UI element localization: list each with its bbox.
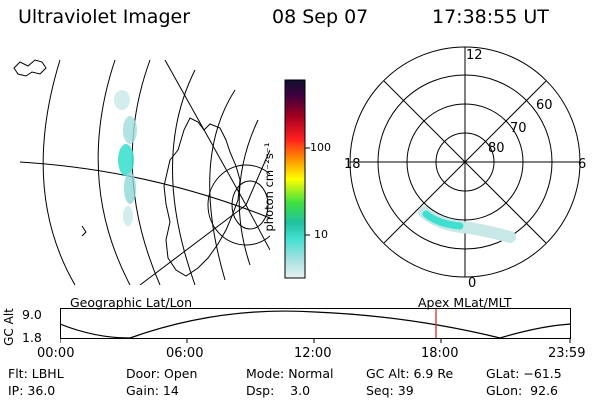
polar-lat-60: 60 — [536, 98, 553, 113]
strip-ytick-min: 1.8 — [22, 330, 42, 345]
polar-hour-6: 6 — [578, 157, 587, 172]
strip-xtick-0000: 00:00 — [37, 346, 75, 361]
polar-lat-80: 80 — [488, 141, 505, 156]
altitude-strip-chart — [60, 308, 572, 343]
polar-plot — [349, 46, 581, 278]
info-gc-alt: GC Alt: 6.9 Re — [366, 366, 454, 381]
info-dsp: Dsp: 3.0 — [246, 383, 311, 398]
info-mode: Mode: Normal — [246, 366, 334, 381]
strip-ylabel: GC Alt — [1, 308, 16, 346]
colorbar-tick-100: 100 — [310, 141, 331, 154]
strip-left-label: Geographic Lat/Lon — [70, 295, 192, 310]
time-label: 17:38:55 UT — [432, 6, 549, 28]
coastline-top — [13, 59, 47, 77]
info-seq: Seq: 39 — [366, 383, 414, 398]
polar-hour-0: 0 — [468, 276, 477, 291]
polar-hour-12: 12 — [466, 48, 483, 63]
date-label: 08 Sep 07 — [272, 6, 369, 28]
geographic-map — [13, 59, 270, 285]
info-door: Door: Open — [126, 366, 198, 381]
strip-xtick-2359: 23:59 — [548, 346, 586, 361]
info-gain: Gain: 14 — [126, 383, 179, 398]
coastline-small — [81, 225, 87, 237]
aurora-glow-geo — [114, 90, 137, 226]
strip-ytick-max: 9.0 — [22, 307, 42, 322]
info-ip: IP: 36.0 — [8, 383, 56, 398]
info-glon: GLon: 92.6 — [486, 383, 558, 398]
strip-xtick-0600: 06:00 — [166, 346, 204, 361]
color-bar — [284, 79, 310, 279]
info-flt: Flt: LBHL — [8, 366, 64, 381]
polar-hour-18: 18 — [344, 157, 361, 172]
strip-right-label: Apex MLat/MLT — [418, 295, 512, 310]
polar-lat-70: 70 — [510, 121, 527, 136]
strip-xtick-1200: 12:00 — [294, 346, 332, 361]
colorbar-label: photon cm⁻²s⁻¹ — [262, 142, 276, 232]
aurora-oval-polar — [418, 206, 516, 243]
info-glat: GLat: −61.5 — [486, 366, 562, 381]
app-title: Ultraviolet Imager — [18, 6, 191, 28]
strip-xtick-1800: 18:00 — [421, 346, 459, 361]
coastline-main — [163, 117, 241, 277]
colorbar-tick-10: 10 — [314, 228, 328, 241]
